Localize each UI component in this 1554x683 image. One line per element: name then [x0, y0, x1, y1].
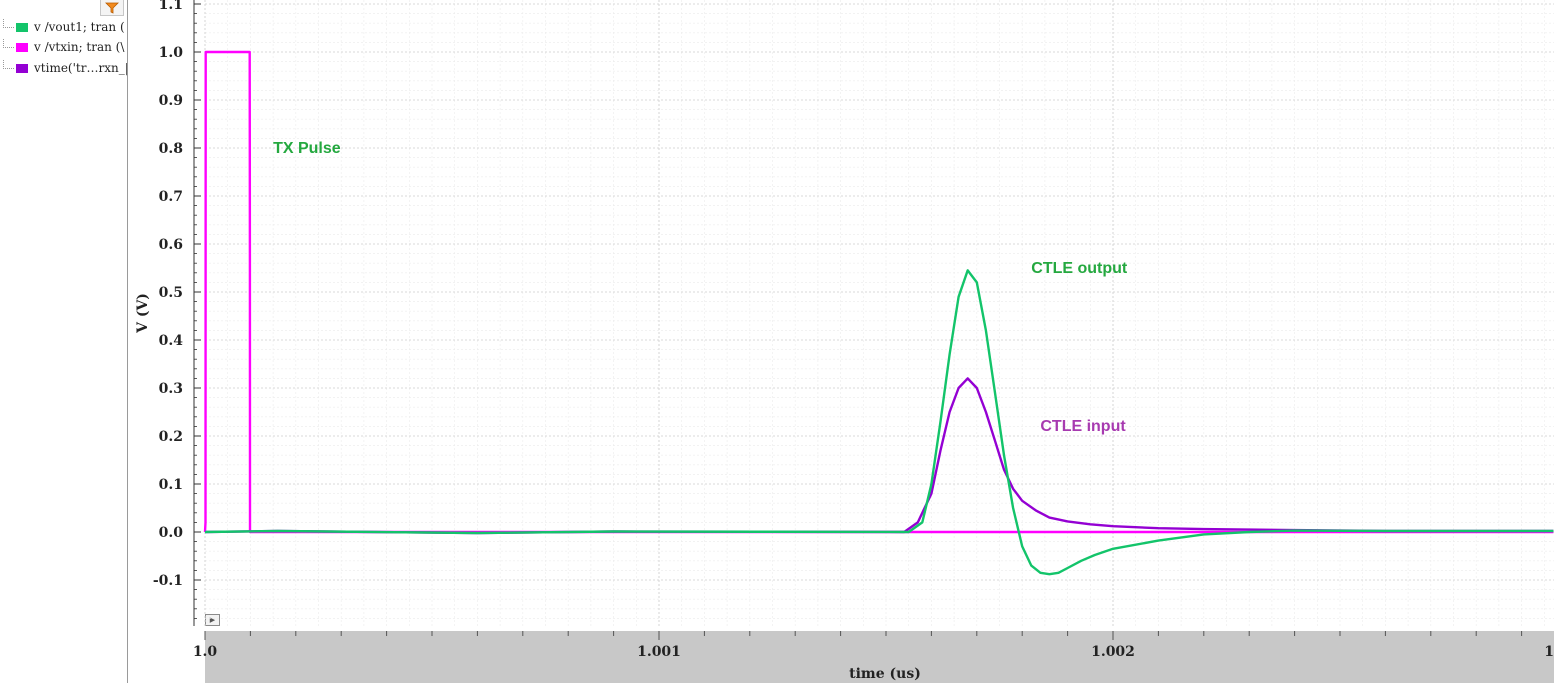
y-tick-label: 0.9 [159, 93, 183, 109]
x-axis-title: time (us) [849, 666, 921, 682]
y-tick-label: -0.1 [153, 573, 183, 589]
legend-panel: v /vout1; tran ( v /vtxin; tran (\ vtime… [0, 0, 128, 683]
y-tick-label: 0.8 [159, 141, 183, 157]
grid [204, 0, 1554, 626]
series-line-1 [203, 50, 1554, 534]
axes: 1.1 1.0 0.9 0.8 0.7 0.6 0.5 0.4 0.3 0.2 0.1 0.0 -0.1… [153, 0, 1554, 660]
series-line-0 [204, 269, 1554, 576]
legend-label-vtime: vtime('tr…rxn_| [34, 61, 128, 75]
y-axis-title: V (V) [135, 293, 151, 334]
legend-swatch-vtime [16, 63, 28, 73]
legend-item-vtxin[interactable]: v /vtxin; tran (\ [0, 38, 125, 55]
y-tick-label: 0.1 [159, 477, 183, 493]
y-tick-label: 1.1 [159, 0, 183, 13]
annotation-label: TX Pulse [273, 140, 341, 157]
x-axis-band [205, 631, 1554, 683]
y-tick-label: 0.5 [159, 285, 183, 301]
tree-connector [3, 18, 14, 28]
annotation-label: CTLE output [1031, 260, 1128, 277]
legend-label-vout1: v /vout1; tran ( [34, 20, 125, 34]
legend-item-vout1[interactable]: v /vout1; tran ( [0, 18, 125, 35]
annotations: TX Pulse CTLE output CTLE input [273, 140, 1128, 435]
x-tick-label: 1.002 [1091, 644, 1135, 660]
tree-connector [3, 38, 14, 48]
y-tick-label: 0.3 [159, 381, 183, 397]
x-tick-label: 1.001 [637, 644, 681, 660]
y-tick-label: 0.2 [159, 429, 183, 445]
filter-button[interactable] [100, 0, 124, 16]
y-tick-label: 1.0 [159, 45, 184, 61]
tree-connector [3, 59, 14, 69]
x-tick-label: 1 [1544, 644, 1554, 660]
series-line-2 [204, 377, 1554, 535]
legend-item-vtime[interactable]: vtime('tr…rxn_| [0, 59, 128, 76]
play-icon[interactable]: ▶ [205, 614, 220, 626]
series [203, 50, 1554, 576]
legend-swatch-vout1 [16, 22, 28, 32]
legend-label-vtxin: v /vtxin; tran (\ [34, 40, 125, 54]
x-tick-label: 1.0 [193, 644, 218, 660]
y-tick-label: 0.7 [159, 189, 183, 205]
y-tick-label: 0.4 [159, 333, 184, 349]
funnel-icon [105, 2, 119, 14]
y-tick-label: 0.6 [159, 237, 183, 253]
annotation-label: CTLE input [1040, 418, 1126, 435]
legend-swatch-vtxin [16, 42, 28, 52]
y-tick-label: 0.0 [159, 525, 184, 541]
